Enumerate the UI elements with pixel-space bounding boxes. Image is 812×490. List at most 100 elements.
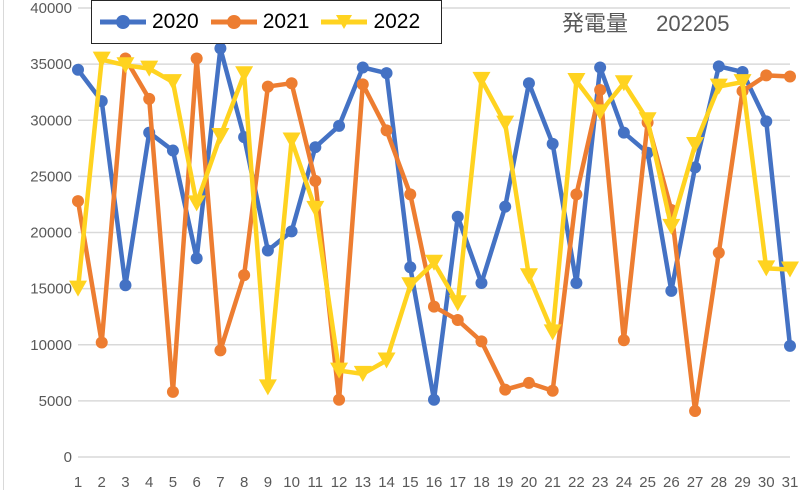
y-tick-label: 25000 xyxy=(30,168,72,185)
data-point xyxy=(712,246,725,259)
data-point xyxy=(709,78,728,95)
data-point xyxy=(784,70,796,83)
data-point xyxy=(356,61,369,74)
data-point xyxy=(733,74,752,91)
data-point xyxy=(475,277,488,290)
legend-label: 2022 xyxy=(373,10,421,33)
data-point xyxy=(190,52,203,65)
x-tick-label: 30 xyxy=(758,474,775,490)
legend-item-2021: 2021 xyxy=(209,10,314,34)
y-tick-label: 0 xyxy=(64,449,72,466)
data-point xyxy=(428,300,440,313)
x-tick-label: 8 xyxy=(240,474,248,490)
data-point xyxy=(781,261,799,278)
data-point xyxy=(401,277,420,294)
data-point xyxy=(258,379,277,396)
x-tick-label: 22 xyxy=(568,474,585,490)
data-point xyxy=(760,69,773,82)
data-point xyxy=(760,115,773,128)
data-point xyxy=(285,225,298,238)
data-point xyxy=(614,75,633,92)
chart-frame xyxy=(3,0,812,490)
data-point xyxy=(617,126,630,139)
x-tick-label: 9 xyxy=(264,474,272,490)
data-point xyxy=(594,83,607,96)
data-point xyxy=(451,314,464,327)
data-point xyxy=(591,104,610,121)
x-tick-label: 12 xyxy=(331,474,348,490)
x-tick-label: 5 xyxy=(169,474,177,490)
data-point xyxy=(686,136,705,153)
data-point xyxy=(309,174,322,187)
data-point xyxy=(285,77,298,90)
series-2021 xyxy=(72,52,796,417)
x-tick-label: 15 xyxy=(402,474,419,490)
legend-item-2022: 2022 xyxy=(319,10,424,34)
legend-label: 2021 xyxy=(262,10,310,33)
triangle-marker-icon xyxy=(321,15,368,29)
data-point xyxy=(757,260,776,277)
data-point xyxy=(496,115,515,132)
data-point xyxy=(712,60,725,73)
circle-marker-icon xyxy=(210,15,257,29)
data-point xyxy=(166,144,179,157)
circle-marker-icon xyxy=(100,15,146,29)
data-point xyxy=(689,404,702,417)
data-point xyxy=(333,393,346,406)
data-point xyxy=(214,344,227,357)
data-point xyxy=(499,383,512,396)
data-point xyxy=(570,277,583,290)
x-tick-label: 20 xyxy=(521,474,538,490)
data-point xyxy=(72,63,84,76)
data-point xyxy=(261,244,274,257)
data-point xyxy=(543,324,562,341)
data-point xyxy=(451,210,464,223)
data-point xyxy=(380,124,393,137)
data-point xyxy=(333,119,346,132)
data-point xyxy=(116,57,135,74)
x-tick-label: 26 xyxy=(663,474,680,490)
data-point xyxy=(330,362,349,379)
data-point xyxy=(665,284,678,297)
data-point xyxy=(475,335,488,348)
data-point xyxy=(235,66,254,83)
y-tick-label: 10000 xyxy=(30,337,72,354)
data-point xyxy=(522,376,535,389)
x-tick-label: 23 xyxy=(592,474,609,490)
y-tick-label: 35000 xyxy=(30,56,72,73)
data-point xyxy=(214,42,227,55)
x-tick-label: 11 xyxy=(308,474,324,490)
legend-item-2020: 2020 xyxy=(98,10,203,34)
data-point xyxy=(522,77,535,90)
x-tick-label: 29 xyxy=(734,474,751,490)
data-point xyxy=(187,195,206,212)
data-point xyxy=(377,352,396,369)
series-2022 xyxy=(69,51,799,396)
data-point xyxy=(784,339,796,352)
data-point xyxy=(546,384,559,397)
data-point xyxy=(353,365,372,382)
data-point xyxy=(546,137,559,150)
y-tick-label: 40000 xyxy=(30,0,72,17)
data-point xyxy=(306,200,325,217)
data-point xyxy=(567,72,586,89)
data-point xyxy=(689,161,702,174)
x-tick-label: 3 xyxy=(121,474,129,490)
data-point xyxy=(72,195,84,208)
y-tick-label: 15000 xyxy=(30,281,72,298)
data-point xyxy=(617,334,630,347)
data-point xyxy=(519,268,538,285)
data-point xyxy=(404,261,417,274)
data-point xyxy=(238,269,251,282)
data-point xyxy=(282,132,301,149)
x-tick-label: 13 xyxy=(354,474,371,490)
x-tick-label: 19 xyxy=(497,474,514,490)
data-point xyxy=(163,74,182,91)
data-point xyxy=(190,252,203,265)
data-point xyxy=(119,279,132,292)
x-tick-label: 1 xyxy=(74,474,82,490)
data-point xyxy=(140,60,159,77)
x-tick-label: 31 xyxy=(782,474,799,490)
x-tick-label: 6 xyxy=(192,474,200,490)
x-tick-label: 17 xyxy=(449,474,466,490)
